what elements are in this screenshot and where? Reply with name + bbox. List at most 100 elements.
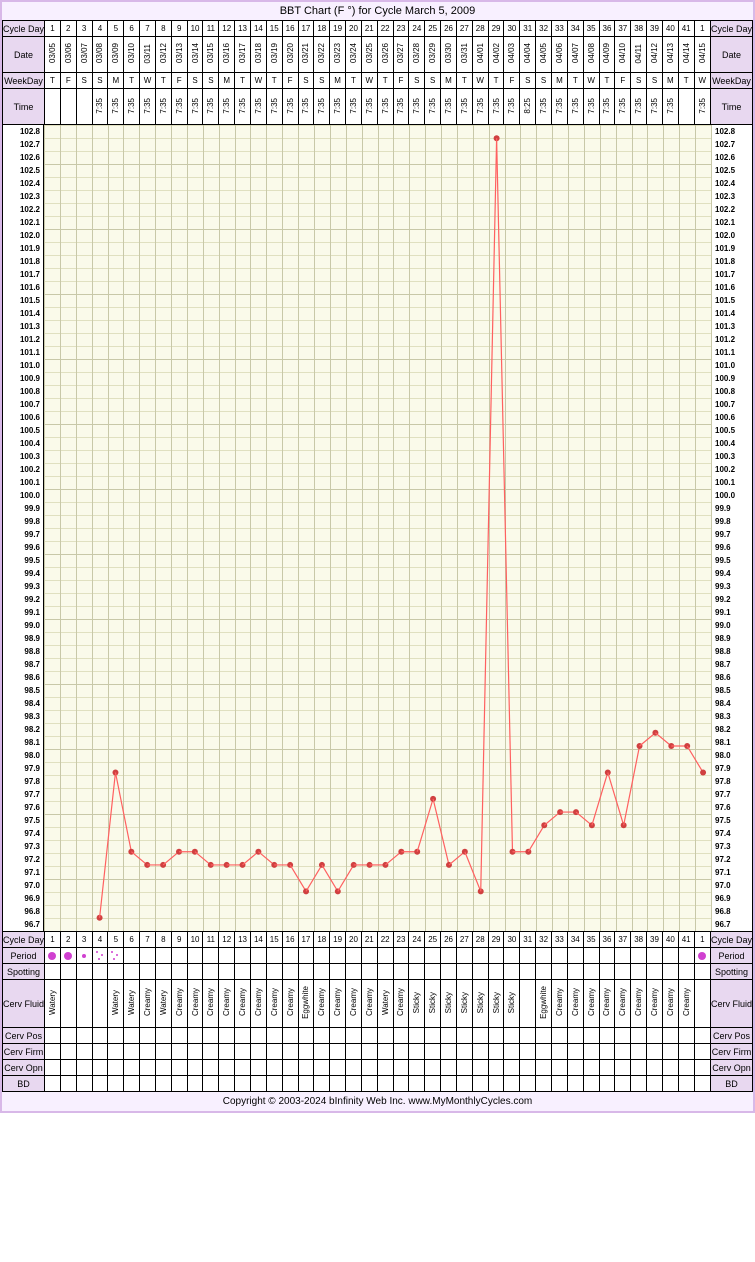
y-label: 98.2 <box>2 723 44 736</box>
data-cell <box>298 1044 314 1060</box>
period-cell <box>441 948 457 964</box>
y-label: 97.2 <box>711 853 753 866</box>
data-cell <box>155 1028 171 1044</box>
data-cell: 7:35 <box>250 89 266 125</box>
y-label: 100.4 <box>711 437 753 450</box>
data-cell <box>536 1060 552 1076</box>
data-cell <box>662 1044 678 1060</box>
data-cell <box>472 1076 488 1092</box>
data-cell: 04/06 <box>552 37 568 73</box>
data-cell <box>108 1028 124 1044</box>
data-cell <box>536 1028 552 1044</box>
data-cell <box>377 1076 393 1092</box>
data-cell: 03/17 <box>235 37 251 73</box>
data-cell <box>76 1076 92 1092</box>
data-cell: 18 <box>314 21 330 37</box>
data-cell: 7:35 <box>694 89 710 125</box>
y-label: 97.6 <box>2 801 44 814</box>
y-label: 98.6 <box>2 671 44 684</box>
period-cell <box>583 948 599 964</box>
data-cell <box>504 1076 520 1092</box>
y-label: 99.2 <box>711 593 753 606</box>
y-label: 102.4 <box>2 177 44 190</box>
y-label: 101.6 <box>2 281 44 294</box>
data-cell <box>694 1044 710 1060</box>
data-cell: 1 <box>694 932 710 948</box>
data-cell <box>203 1028 219 1044</box>
y-label: 97.2 <box>2 853 44 866</box>
period-cell <box>314 948 330 964</box>
data-cell: 2 <box>60 932 76 948</box>
data-cell: 24 <box>409 21 425 37</box>
data-cell: 03/26 <box>377 37 393 73</box>
data-cell: W <box>140 73 156 89</box>
y-label: 102.6 <box>2 151 44 164</box>
y-label: 99.4 <box>711 567 753 580</box>
data-cell <box>694 1060 710 1076</box>
y-label: 101.2 <box>2 333 44 346</box>
data-cell <box>678 964 694 980</box>
data-cell <box>520 964 536 980</box>
data-cell: S <box>425 73 441 89</box>
data-cell <box>536 1044 552 1060</box>
data-cell <box>552 1060 568 1076</box>
data-cell <box>456 1060 472 1076</box>
y-label: 100.9 <box>2 372 44 385</box>
data-cell: 12 <box>219 932 235 948</box>
y-label: 102.3 <box>711 190 753 203</box>
data-cell: 03/20 <box>282 37 298 73</box>
data-cell: Sticky <box>472 980 488 1028</box>
row-label: Cerv Opn <box>3 1060 45 1076</box>
data-cell <box>219 1076 235 1092</box>
data-cell: W <box>250 73 266 89</box>
y-label: 100.5 <box>711 424 753 437</box>
data-cell <box>552 1076 568 1092</box>
row-period: PeriodPeriod <box>3 948 753 964</box>
data-cell <box>235 1076 251 1092</box>
data-cell: 7:35 <box>552 89 568 125</box>
y-label: 96.9 <box>711 892 753 905</box>
data-cell: 03/29 <box>425 37 441 73</box>
y-label: 100.8 <box>2 385 44 398</box>
data-cell <box>219 1044 235 1060</box>
data-cell <box>124 964 140 980</box>
data-cell: Creamy <box>552 980 568 1028</box>
row-label: Cerv Fluid <box>711 980 753 1028</box>
period-cell <box>282 948 298 964</box>
data-cell <box>678 1060 694 1076</box>
data-cell <box>76 1060 92 1076</box>
data-cell: 33 <box>552 21 568 37</box>
data-cell: 38 <box>631 932 647 948</box>
period-cell <box>488 948 504 964</box>
period-cell <box>124 948 140 964</box>
data-cell: 19 <box>330 21 346 37</box>
data-cell: 9 <box>171 21 187 37</box>
data-cell <box>250 1060 266 1076</box>
y-label: 97.7 <box>2 788 44 801</box>
data-cell: Creamy <box>615 980 631 1028</box>
data-cell <box>647 964 663 980</box>
data-cell: Creamy <box>567 980 583 1028</box>
data-cell <box>235 1044 251 1060</box>
row-label: Period <box>711 948 753 964</box>
data-cell: 7:35 <box>488 89 504 125</box>
y-label: 97.8 <box>2 775 44 788</box>
data-cell <box>567 1076 583 1092</box>
data-cell: 34 <box>567 932 583 948</box>
copyright: Copyright © 2003-2024 bInfinity Web Inc.… <box>2 1092 753 1111</box>
data-cell: 6 <box>124 21 140 37</box>
row-label: Cerv Firm <box>3 1044 45 1060</box>
row-label: Cycle Day <box>3 21 45 37</box>
data-cell: 7:35 <box>203 89 219 125</box>
data-cell: 10 <box>187 21 203 37</box>
y-label: 98.0 <box>711 749 753 762</box>
data-cell: 7:35 <box>124 89 140 125</box>
y-label: 102.8 <box>2 125 44 138</box>
data-cell <box>647 1060 663 1076</box>
data-cell <box>298 1076 314 1092</box>
data-cell: 7:35 <box>615 89 631 125</box>
data-cell: 8:25 <box>520 89 536 125</box>
data-cell: 38 <box>631 21 647 37</box>
y-label: 99.9 <box>711 502 753 515</box>
data-cell <box>552 1028 568 1044</box>
